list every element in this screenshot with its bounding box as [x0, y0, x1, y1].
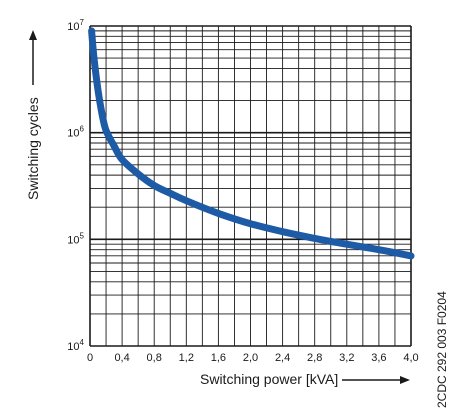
drawing-code: 2CDC 292 003 F0204 [435, 291, 449, 408]
y-tick-labels: 104 105 106 107 [67, 18, 84, 353]
x-tick-label: 0 [87, 352, 93, 364]
x-tick-label: 4,0 [403, 352, 418, 364]
x-axis-arrow [342, 376, 410, 384]
x-tick-label: 0,4 [114, 352, 129, 364]
y-axis-arrow [29, 30, 37, 85]
x-tick-label: 2,8 [307, 352, 322, 364]
grid-lines [89, 25, 412, 347]
y-tick-label: 104 [67, 338, 84, 353]
x-tick-label: 3,6 [371, 352, 386, 364]
x-axis-title: Switching power [kVA] [200, 371, 338, 387]
y-tick-label: 105 [67, 231, 84, 246]
x-tick-label: 0,8 [147, 352, 162, 364]
y-tick-label: 107 [67, 18, 84, 33]
series-line [88, 27, 415, 260]
y-axis-title: Switching cycles [25, 97, 41, 200]
x-tick-label: 2,4 [275, 352, 290, 364]
x-tick-label: 2,0 [243, 352, 258, 364]
x-tick-label: 3,2 [339, 352, 354, 364]
x-tick-label: 1,2 [179, 352, 194, 364]
x-tick-label: 1,6 [211, 352, 226, 364]
x-tick-labels: 0 0,4 0,8 1,2 1,6 2,0 2,4 2,8 3,2 3,6 4,0 [87, 352, 419, 364]
y-tick-label: 106 [67, 125, 84, 140]
